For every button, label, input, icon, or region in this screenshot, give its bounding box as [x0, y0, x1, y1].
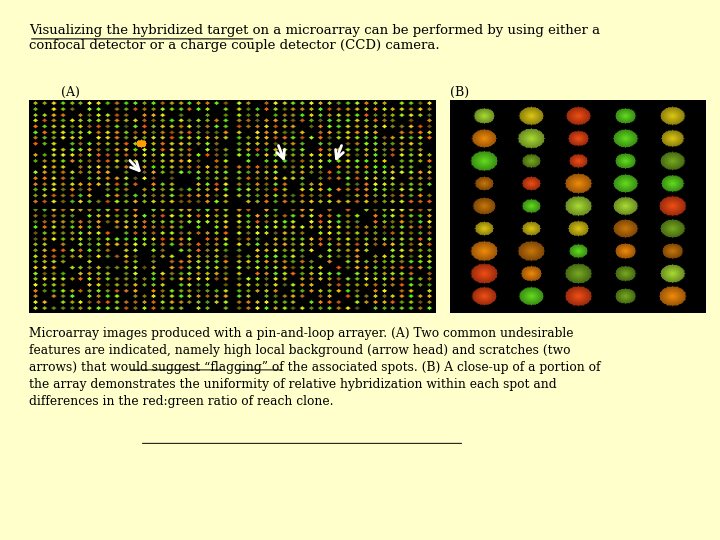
Text: (B): (B)	[450, 86, 469, 99]
FancyBboxPatch shape	[14, 327, 706, 535]
Text: Visualizing the hybridized target on a microarray can be performed by using eith: Visualizing the hybridized target on a m…	[29, 24, 600, 52]
Text: (A): (A)	[61, 86, 80, 99]
Text: Microarray images produced with a pin-and-loop arrayer. (A) Two common undesirab: Microarray images produced with a pin-an…	[29, 327, 600, 408]
